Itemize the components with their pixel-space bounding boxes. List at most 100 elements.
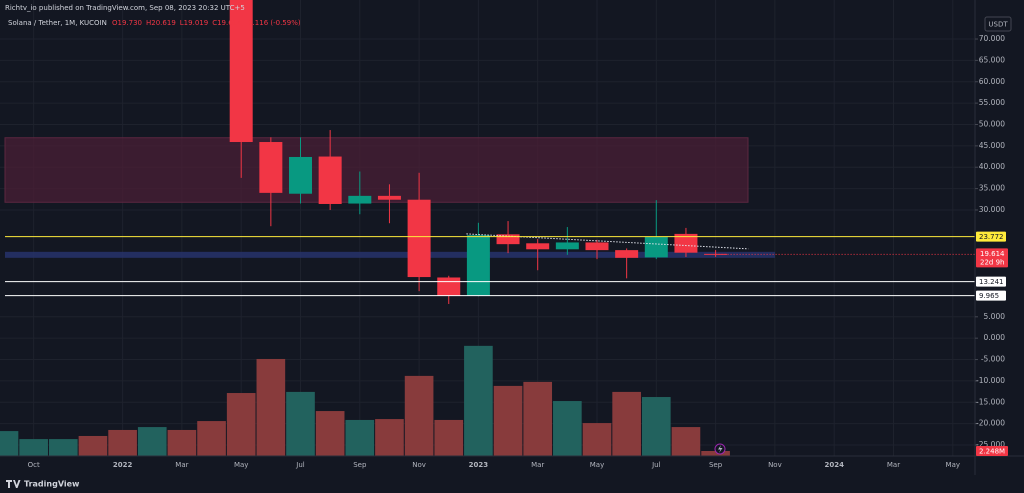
y-tick-label: 45.000 [979, 141, 1005, 150]
x-tick-label: Sep [709, 461, 723, 469]
volume-bar [641, 397, 671, 456]
y-tick-label: -5.000 [981, 355, 1005, 364]
x-tick-label: Sep [353, 461, 367, 469]
x-tick-label: Jul [651, 461, 661, 469]
y-tick-label: -25.000 [976, 440, 1005, 449]
volume-bar [345, 419, 375, 456]
currency-box[interactable] [984, 16, 1012, 32]
candle-body [377, 195, 401, 200]
level-label: 9.965 [979, 292, 999, 300]
level-label: 13.241 [979, 278, 1004, 286]
candle-body [259, 142, 283, 193]
x-tick-label: Oct [28, 461, 40, 469]
candle-body [229, 0, 253, 143]
x-tick-label: 2024 [824, 461, 844, 469]
y-tick-label: 35.000 [979, 184, 1005, 193]
volume-bar [137, 427, 167, 456]
y-tick-label: 30.000 [979, 205, 1005, 214]
volume-bar [375, 419, 404, 456]
volume-bar [493, 385, 523, 456]
currency: USDT [988, 21, 1008, 29]
level-tag [976, 290, 1006, 301]
volume-bar [78, 435, 108, 456]
price-tag [976, 248, 1008, 268]
level-tag [976, 276, 1006, 287]
y-tick-label: 40.000 [979, 162, 1005, 171]
x-tick-label: Nov [412, 461, 426, 469]
zones [4, 137, 775, 258]
ohlc-header: O19.730 H20.619 L19.019 C19.614 -0.116 (-0.5… [112, 19, 301, 27]
volume-bar [671, 427, 701, 456]
last-price: 19.614 [980, 250, 1005, 258]
candle-body [585, 242, 609, 251]
candle-body [496, 234, 520, 245]
volume-tag [976, 446, 1008, 456]
x-tick-label: May [590, 461, 604, 469]
logo [6, 480, 21, 488]
y-tick-label: 50.000 [979, 119, 1005, 128]
volume-bar [48, 439, 78, 456]
candle-body [289, 156, 312, 194]
volume-bar [256, 358, 286, 456]
volume-bar [315, 411, 345, 456]
x-tick-label: Nov [768, 461, 782, 469]
x-tick-label: 2023 [469, 461, 489, 469]
y-tick-label: 55.000 [979, 98, 1005, 107]
volume-bar [434, 419, 464, 456]
candle-body [318, 156, 342, 204]
y-tick-label: -20.000 [976, 419, 1005, 428]
zone [5, 251, 775, 258]
y-tick-label: 0.000 [984, 333, 1006, 342]
volume-bar [286, 391, 315, 456]
volume-bar [19, 439, 48, 456]
trendline [466, 233, 749, 250]
axis-labels: Oct 2022 Mar May Jul Sep Nov 2023 Mar May Jul Sep No… [28, 231, 1008, 469]
level-label: 23.772 [979, 233, 1004, 241]
candle-body [466, 235, 490, 296]
volume-bar [582, 423, 612, 456]
countdown: 22d 9h [980, 258, 1004, 266]
x-tick-label: May [234, 461, 248, 469]
x-tick-label: May [946, 461, 960, 469]
volume-bar [523, 381, 553, 456]
y-tick-label: -10.000 [976, 376, 1005, 385]
volume-bar [404, 375, 434, 456]
volume-bar [612, 391, 641, 456]
volume-bar [226, 393, 256, 456]
event-icon-bolt [718, 445, 723, 453]
footer [0, 475, 1024, 493]
x-tick-label: Jul [295, 461, 305, 469]
candle-body [674, 233, 698, 253]
ohlc-value: -0.116 (-0.59%) [246, 19, 301, 27]
ohlc-value: C19.614 [212, 19, 242, 27]
ohlc-value: L19.019 [180, 19, 208, 27]
y-tick-label: 5.000 [984, 312, 1006, 321]
price-axis: 70.000 65.000 60.000 55.000 50.000 45.000 40.0… [975, 34, 1005, 449]
y-tick-label: 60.000 [979, 77, 1005, 86]
symbol-title: Solana / Tether, 1M, KUCOIN [8, 19, 107, 27]
x-tick-label: Mar [887, 461, 900, 469]
levels [5, 233, 975, 297]
x-tick-label: Mar [531, 461, 544, 469]
volume-bar [553, 401, 582, 456]
level-tag [976, 231, 1006, 242]
x-tick-label: Mar [175, 461, 188, 469]
ohlc-value: H20.619 [146, 19, 176, 27]
candle-body [348, 195, 372, 204]
candles [229, 0, 728, 304]
volume-pane [0, 345, 730, 456]
x-tick-label: 2022 [113, 461, 133, 469]
candle-body [615, 250, 639, 258]
publisher: Richtv_io published on TradingView.com, … [5, 4, 245, 12]
candle-body [407, 199, 431, 278]
volume-bar [197, 421, 226, 456]
y-tick-label: 65.000 [979, 55, 1005, 64]
candle-body [526, 243, 550, 250]
ohlc-value: O19.730 [112, 19, 142, 27]
y-tick-label: -15.000 [976, 397, 1005, 406]
zone [4, 137, 749, 203]
candle-body [555, 242, 579, 250]
y-tick-label: 70.000 [979, 34, 1005, 43]
volume-bar [0, 431, 19, 456]
